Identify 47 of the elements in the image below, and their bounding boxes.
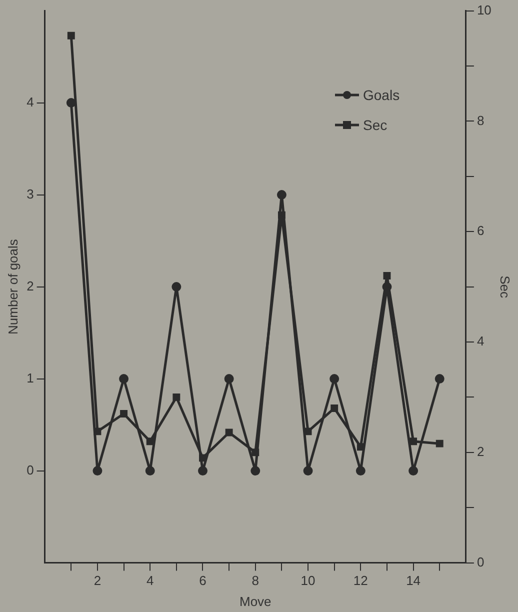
point xyxy=(276,190,286,200)
point xyxy=(408,466,418,476)
y-tick-label: 1 xyxy=(26,370,34,386)
y2-tick-label: 2 xyxy=(476,444,484,459)
legend-label: Sec xyxy=(363,117,388,133)
x-tick-label: 10 xyxy=(300,573,316,588)
y-tick-label: 0 xyxy=(26,462,34,478)
y-tick-label: 3 xyxy=(26,186,34,202)
point xyxy=(356,466,366,476)
y2-tick-label: 4 xyxy=(476,334,484,349)
point xyxy=(119,374,129,384)
point xyxy=(434,374,444,384)
point xyxy=(172,282,182,292)
x-tick-label: 2 xyxy=(94,573,102,588)
x-tick-label: 4 xyxy=(146,573,154,588)
y2-tick-label: 6 xyxy=(476,223,484,238)
point xyxy=(67,32,75,40)
y2-tick-label: 10 xyxy=(476,2,492,18)
x-tick-label: 6 xyxy=(199,573,206,588)
point xyxy=(66,98,76,108)
point xyxy=(304,428,312,436)
x-tick-label: 12 xyxy=(353,573,368,588)
x-tick-label: 8 xyxy=(252,573,259,588)
point xyxy=(224,374,234,384)
point xyxy=(410,438,418,446)
x-axis-title: Move xyxy=(239,594,272,609)
point xyxy=(303,466,313,476)
point xyxy=(92,466,102,476)
point xyxy=(330,404,338,412)
y-axis-title: Number of goals xyxy=(5,238,20,334)
point xyxy=(145,466,155,476)
point xyxy=(120,410,128,418)
point xyxy=(436,440,444,448)
y2-tick-label: 8 xyxy=(476,112,484,128)
y2-axis-title: Sec xyxy=(498,276,513,298)
y-tick-label: 4 xyxy=(26,94,34,110)
point xyxy=(146,438,154,446)
point xyxy=(330,374,340,384)
point xyxy=(172,393,180,401)
point xyxy=(250,466,260,476)
legend-label: Goals xyxy=(363,87,400,103)
y-tick-label: 2 xyxy=(26,278,34,294)
y2-tick-label: 0 xyxy=(476,554,484,570)
point xyxy=(225,428,233,436)
point xyxy=(383,272,391,280)
x-tick-label: 14 xyxy=(406,573,421,588)
point xyxy=(198,466,208,476)
